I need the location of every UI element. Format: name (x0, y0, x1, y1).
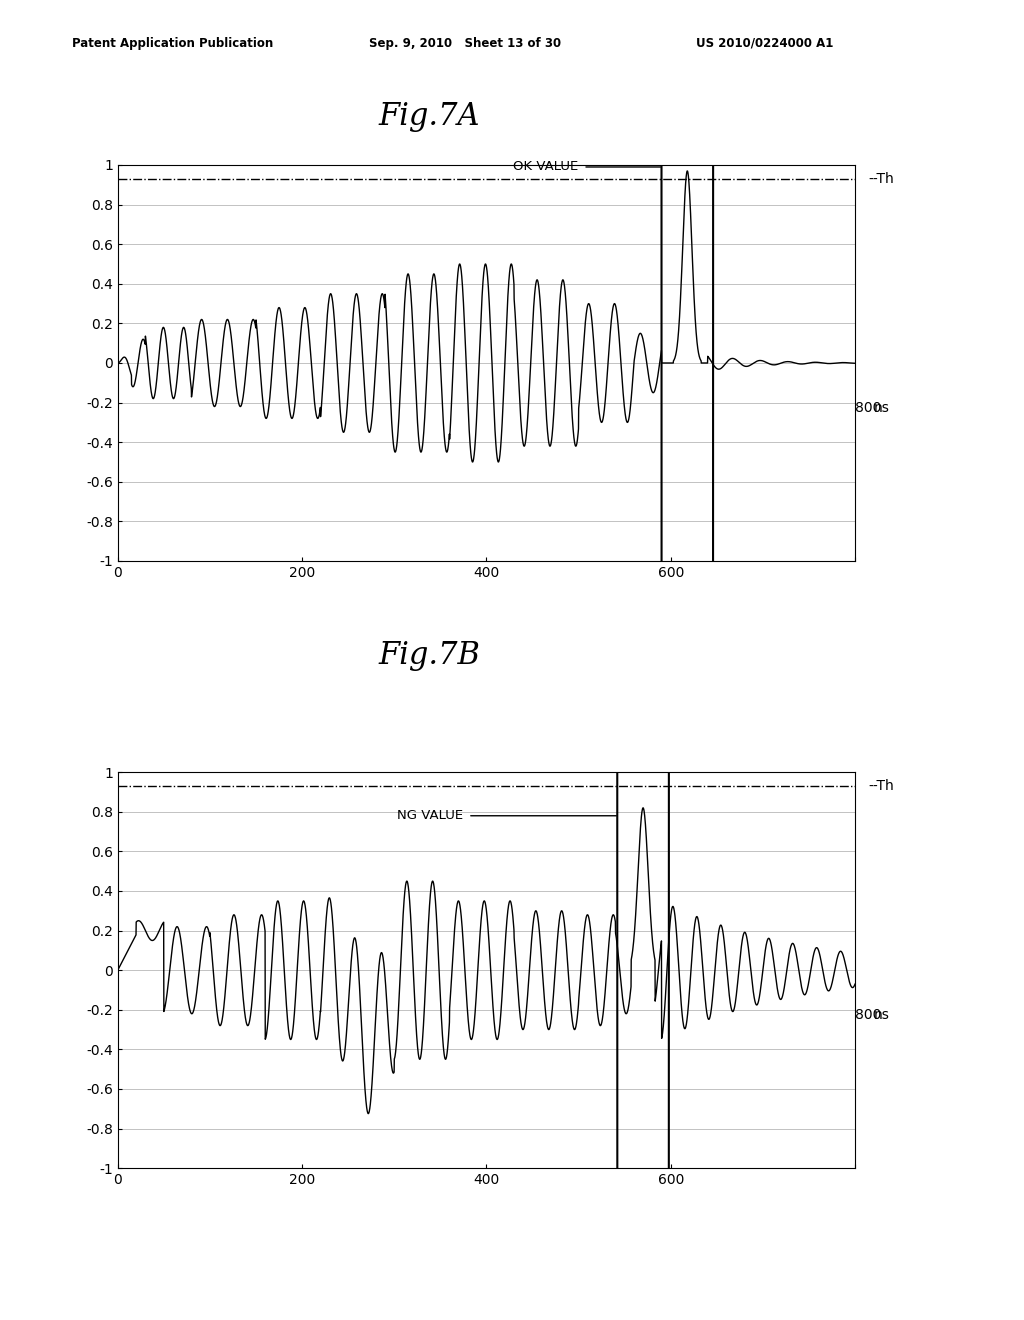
Text: --Th: --Th (868, 779, 895, 793)
Text: ns: ns (873, 400, 890, 414)
Text: NG VALUE: NG VALUE (397, 809, 463, 822)
Text: --Th: --Th (868, 172, 895, 186)
Text: OK VALUE: OK VALUE (513, 161, 579, 173)
Text: 800: 800 (855, 400, 882, 414)
Text: Patent Application Publication: Patent Application Publication (72, 37, 273, 50)
Text: Fig.7B: Fig.7B (379, 640, 480, 671)
Text: ns: ns (873, 1007, 890, 1022)
Text: US 2010/0224000 A1: US 2010/0224000 A1 (696, 37, 834, 50)
Text: Sep. 9, 2010   Sheet 13 of 30: Sep. 9, 2010 Sheet 13 of 30 (369, 37, 561, 50)
Text: Fig.7A: Fig.7A (379, 102, 480, 132)
Text: 800: 800 (855, 1007, 882, 1022)
